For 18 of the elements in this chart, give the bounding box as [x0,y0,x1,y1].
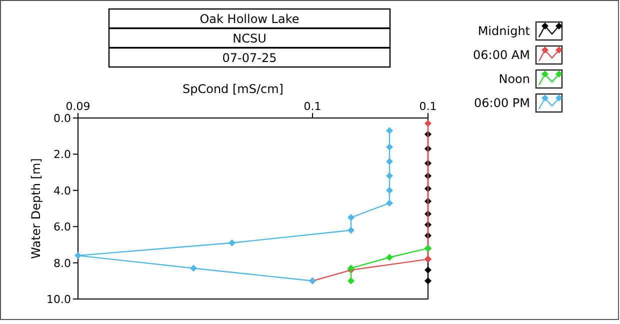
y-tick-label: 6.0 [54,220,71,234]
legend-label: 06:00 AM [473,48,530,62]
y-tick-label: 4.0 [54,184,71,198]
text: 07-07-25 [222,51,277,65]
legend-label: Noon [498,72,530,86]
y-tick-label: 2.0 [54,148,71,162]
chart-subtitle: NCSU [232,32,266,46]
x-axis-title: SpCond [mS/cm] [182,82,284,96]
x-tick-label: 0.09 [66,100,90,113]
x-tick-label: 0.1 [419,100,437,113]
x-tick-label: 0.1 [304,100,322,113]
legend-label: 06:00 PM [474,96,530,110]
y-tick-label: 0.0 [54,112,71,125]
y-axis-title: Water Depth [m] [29,158,43,259]
legend-label: Midnight [478,24,530,38]
y-tick-label: 8.0 [54,256,71,270]
chart-title: Oak Hollow Lake [200,12,300,26]
y-tick-label: 10.0 [46,293,71,306]
